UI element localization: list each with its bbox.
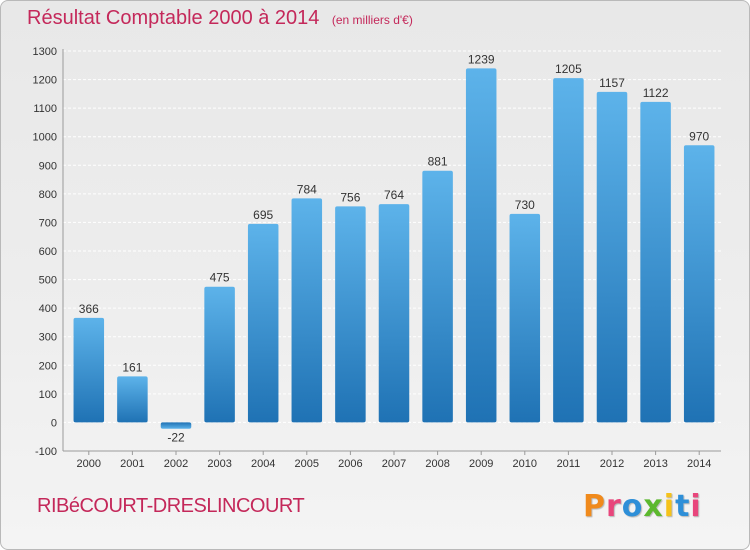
x-tick-label-2006: 2006 [338, 458, 362, 470]
bar-2005 [291, 198, 323, 423]
bar-2006 [335, 206, 366, 423]
title-row: Résultat Comptable 2000 à 2014 (en milli… [27, 7, 413, 30]
data-label-2001: 161 [122, 360, 142, 374]
bar-2000 [73, 317, 105, 423]
y-tick-label: 1100 [33, 103, 57, 115]
data-label-2005: 784 [297, 182, 317, 196]
bar-2008 [422, 170, 453, 423]
data-labels: 366 161 -22 475 695 784 756 764 881 1239 730 1205 11… [79, 52, 710, 444]
y-tick-label: 400 [39, 303, 57, 315]
bars [73, 68, 715, 429]
data-label-2003: 475 [210, 271, 230, 285]
x-tick-label-2005: 2005 [295, 458, 319, 470]
x-tick-label-2012: 2012 [600, 458, 624, 470]
bar-2002 [160, 422, 192, 429]
y-tick-label: 1200 [33, 75, 57, 87]
x-tick-label-2008: 2008 [425, 458, 449, 470]
data-label-2009: 1239 [468, 52, 495, 66]
data-label-2007: 764 [384, 188, 404, 202]
bar-2001 [117, 376, 148, 423]
bar-2013 [640, 101, 671, 423]
x-tick-label-2011: 2011 [557, 458, 581, 470]
y-tick-label: 0 [51, 417, 57, 429]
commune-name: RIBéCOURT-DRESLINCOURT [37, 495, 305, 517]
bar-2003 [204, 286, 235, 423]
x-tick-label-2007: 2007 [382, 458, 406, 470]
logo-letter: t [675, 489, 691, 524]
proxiti-logo[interactable]: Proxiti [583, 489, 702, 524]
x-tick-label-2004: 2004 [251, 458, 275, 470]
y-tick-label: 700 [39, 217, 57, 229]
logo-letter: x [643, 489, 664, 524]
bar-2014 [683, 145, 715, 423]
y-tick-label: 1300 [33, 46, 57, 58]
data-label-2011: 1205 [555, 62, 582, 76]
bar-2009 [465, 68, 497, 423]
x-tick-label-2014: 2014 [687, 458, 711, 470]
chart-subtitle: (en milliers d'€) [331, 13, 413, 27]
data-label-2013: 1122 [643, 86, 669, 100]
data-label-2010: 730 [515, 198, 535, 212]
y-tick-label: -100 [35, 446, 57, 458]
data-label-2008: 881 [428, 155, 448, 169]
x-tick-label-2009: 2009 [469, 458, 493, 470]
x-tick-label-2010: 2010 [513, 458, 537, 470]
logo-letter: i [663, 489, 676, 524]
x-tick-label-2002: 2002 [164, 458, 188, 470]
data-label-2012: 1157 [599, 76, 625, 90]
x-tick-label-2000: 2000 [77, 458, 101, 470]
data-label-2002: -22 [167, 431, 185, 445]
axes: -100 0 100 200 300 400 500 600 700 800 900 1000 1100… [33, 46, 721, 470]
logo-letter: P [583, 489, 606, 524]
y-tick-label: 100 [39, 389, 57, 401]
y-tick-label: 900 [39, 160, 57, 172]
bar-2012 [596, 91, 628, 423]
x-tick-label-2003: 2003 [207, 458, 231, 470]
data-label-2000: 366 [79, 302, 99, 316]
y-tick-label: 600 [39, 246, 57, 258]
y-tick-label: 500 [39, 275, 57, 287]
data-label-2006: 756 [340, 190, 360, 204]
x-tick-label-2001: 2001 [120, 458, 144, 470]
logo-letter: i [690, 489, 702, 524]
y-tick-label: 200 [39, 360, 57, 372]
logo-letter: r [606, 489, 622, 524]
logo-letter: o [621, 489, 644, 524]
bar-2007 [378, 204, 410, 423]
x-tick-label-2013: 2013 [643, 458, 667, 470]
bar-2010 [509, 213, 541, 423]
bar-2011 [553, 78, 584, 423]
bar-2004 [247, 223, 279, 423]
data-label-2004: 695 [253, 208, 273, 222]
y-tick-label: 1000 [33, 132, 57, 144]
y-tick-label: 800 [39, 189, 57, 201]
chart-title: Résultat Comptable 2000 à 2014 [27, 7, 320, 29]
y-tick-label: 300 [39, 332, 57, 344]
data-label-2014: 970 [689, 129, 709, 143]
